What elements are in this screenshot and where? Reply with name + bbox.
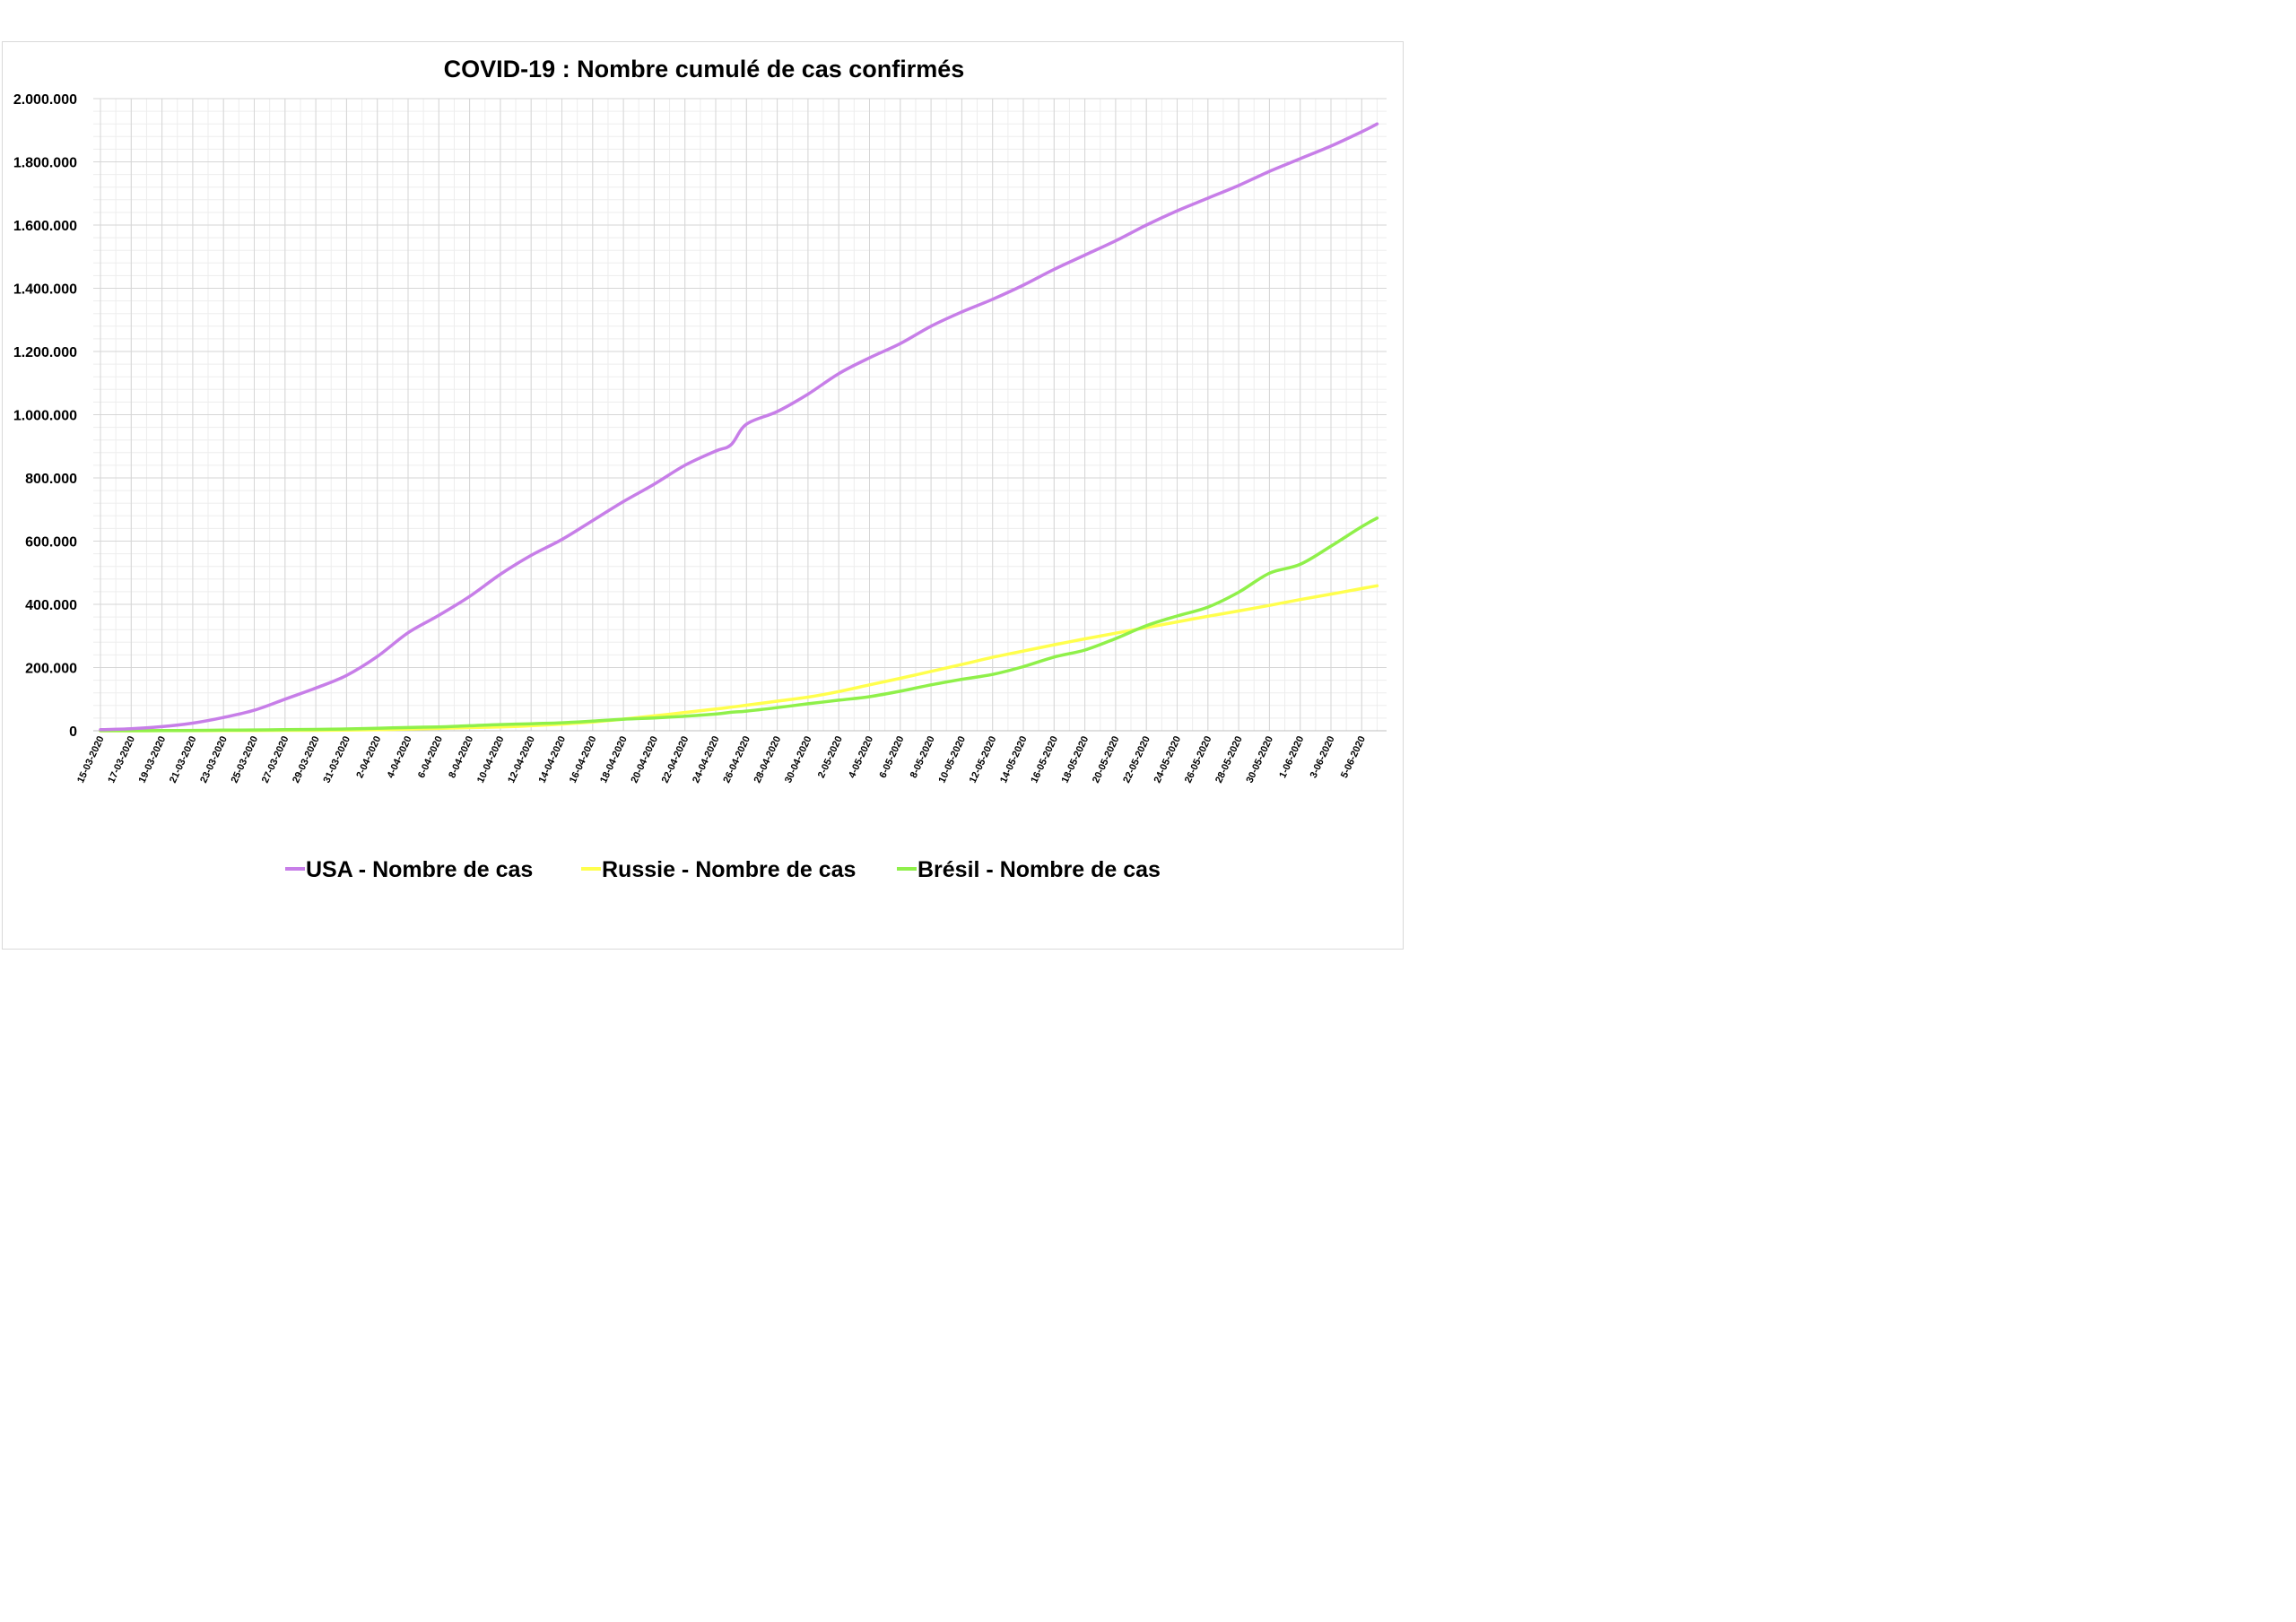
x-tick-label: 16-04-2020	[568, 734, 599, 785]
x-tick-label: 30-04-2020	[783, 734, 814, 785]
x-tick-label: 14-04-2020	[537, 734, 569, 785]
chart-title: COVID-19 : Nombre cumulé de cas confirmé…	[444, 56, 965, 82]
y-tick-label: 1.600.000	[13, 219, 77, 234]
x-tick-label: 30-05-2020	[1244, 734, 1275, 785]
x-tick-label: 2-04-2020	[354, 734, 383, 780]
x-tick-label: 8-05-2020	[909, 734, 937, 780]
x-tick-label: 25-03-2020	[230, 734, 261, 785]
x-tick-label: 16-05-2020	[1029, 734, 1060, 785]
x-tick-label: 20-05-2020	[1091, 734, 1122, 785]
x-tick-label: 26-05-2020	[1183, 734, 1214, 785]
x-tick-label: 23-03-2020	[198, 734, 230, 785]
line-chart: COVID-19 : Nombre cumulé de cas confirmé…	[13, 56, 1387, 882]
y-tick-label: 800.000	[25, 472, 77, 487]
x-tick-label: 22-05-2020	[1121, 734, 1152, 785]
x-tick-label: 6-04-2020	[416, 734, 445, 780]
x-tick-label: 4-04-2020	[386, 734, 414, 780]
x-tick-label: 26-04-2020	[721, 734, 752, 785]
x-tick-label: 1-06-2020	[1277, 734, 1306, 780]
chart-frame	[2, 41, 1404, 950]
x-tick-label: 24-04-2020	[691, 734, 722, 785]
series-line-bresil	[99, 516, 1379, 733]
x-tick-label: 27-03-2020	[260, 734, 291, 785]
x-tick-label: 18-05-2020	[1060, 734, 1091, 785]
legend-label: Russie - Nombre de cas	[602, 857, 856, 882]
series-layer	[99, 122, 1379, 733]
series-line-usa	[99, 122, 1379, 732]
y-tick-label: 2.000.000	[13, 92, 77, 108]
x-tick-label: 22-04-2020	[660, 734, 691, 785]
y-tick-label: 0	[69, 724, 77, 740]
x-tick-label: 2-05-2020	[816, 734, 845, 780]
y-tick-label: 1.400.000	[13, 282, 77, 298]
x-tick-label: 17-03-2020	[106, 734, 137, 785]
series-line-russie	[99, 584, 1379, 733]
legend: USA - Nombre de cas Russie - Nombre de ca…	[285, 857, 1161, 882]
x-tick-label: 3-06-2020	[1309, 734, 1337, 780]
x-tick-label: 19-03-2020	[137, 734, 169, 785]
x-tick-label: 5-06-2020	[1339, 734, 1368, 780]
y-axis: 0 200.000 400.000 600.000 800.000 1.000.000 1.…	[13, 92, 77, 740]
legend-label: USA - Nombre de cas	[306, 857, 533, 882]
x-tick-label: 10-04-2020	[475, 734, 507, 785]
y-tick-label: 1.200.000	[13, 345, 77, 360]
x-tick-label: 14-05-2020	[998, 734, 1030, 785]
x-tick-label: 12-05-2020	[968, 734, 999, 785]
y-tick-label: 400.000	[25, 598, 77, 613]
major-gridlines	[93, 98, 1387, 732]
x-tick-label: 28-05-2020	[1213, 734, 1245, 785]
x-axis: 15-03-2020 17-03-2020 19-03-2020 21-03-2020…	[75, 730, 1387, 785]
x-tick-label: 15-03-2020	[75, 734, 107, 785]
x-tick-label: 31-03-2020	[321, 734, 352, 785]
y-tick-label: 1.000.000	[13, 409, 77, 424]
x-tick-label: 20-04-2020	[629, 734, 660, 785]
x-tick-label: 18-04-2020	[598, 734, 630, 785]
x-tick-label: 29-03-2020	[291, 734, 322, 785]
x-tick-label: 8-04-2020	[447, 734, 475, 780]
x-tick-label: 6-05-2020	[877, 734, 906, 780]
x-tick-label: 21-03-2020	[168, 734, 199, 785]
x-tick-label: 10-05-2020	[936, 734, 968, 785]
y-tick-label: 600.000	[25, 535, 77, 551]
x-tick-label: 4-05-2020	[847, 734, 875, 780]
legend-label: Brésil - Nombre de cas	[918, 857, 1161, 882]
x-tick-label: 28-04-2020	[752, 734, 784, 785]
y-tick-label: 1.800.000	[13, 156, 77, 171]
y-tick-label: 200.000	[25, 662, 77, 677]
x-tick-label: 24-05-2020	[1152, 734, 1184, 785]
x-tick-label: 12-04-2020	[506, 734, 537, 785]
